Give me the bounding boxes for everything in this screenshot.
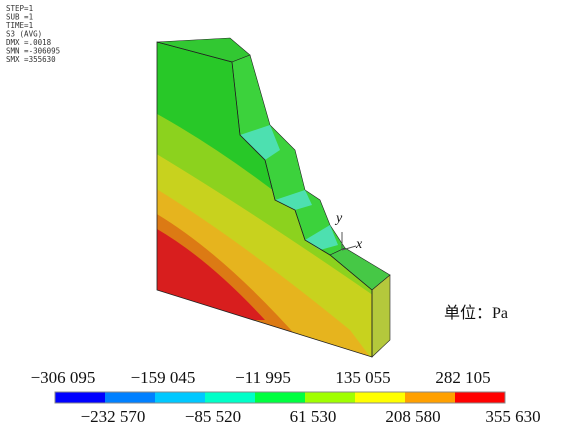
colorbar-segment	[405, 392, 455, 403]
axis-label: x	[355, 237, 363, 252]
colorbar-segment	[155, 392, 205, 403]
colorbar-label: −11 995	[235, 368, 291, 387]
colorbar-label: −232 570	[81, 407, 146, 426]
unit-label: 单位：Pa	[444, 304, 508, 322]
colorbar-segment	[105, 392, 155, 403]
colorbar-segment	[355, 392, 405, 403]
colorbar-segment	[255, 392, 305, 403]
colorbar-label: 135 055	[335, 368, 390, 387]
colorbar-label: −85 520	[185, 407, 241, 426]
colorbar-label: 208 580	[385, 407, 440, 426]
colorbar-segment	[305, 392, 355, 403]
colorbar-segment	[55, 392, 105, 403]
colorbar-label: 61 530	[290, 407, 337, 426]
colorbar-segment	[455, 392, 505, 403]
info-line: SMX =355630	[6, 55, 56, 64]
colorbar-label: 282 105	[435, 368, 490, 387]
colorbar-label: −159 045	[131, 368, 196, 387]
page: STEP=1SUB =1TIME=1S3 (AVG)DMX =.0018SMN …	[0, 0, 562, 429]
colorbar-label: −306 095	[31, 368, 96, 387]
colorbar-segment	[205, 392, 255, 403]
colorbar-label: 355 630	[485, 407, 540, 426]
axis-label: y	[334, 211, 343, 226]
model	[150, 30, 390, 370]
colorbar: −306 095 −159 045 −11 995 135 055 282 105 −23…	[31, 368, 541, 426]
